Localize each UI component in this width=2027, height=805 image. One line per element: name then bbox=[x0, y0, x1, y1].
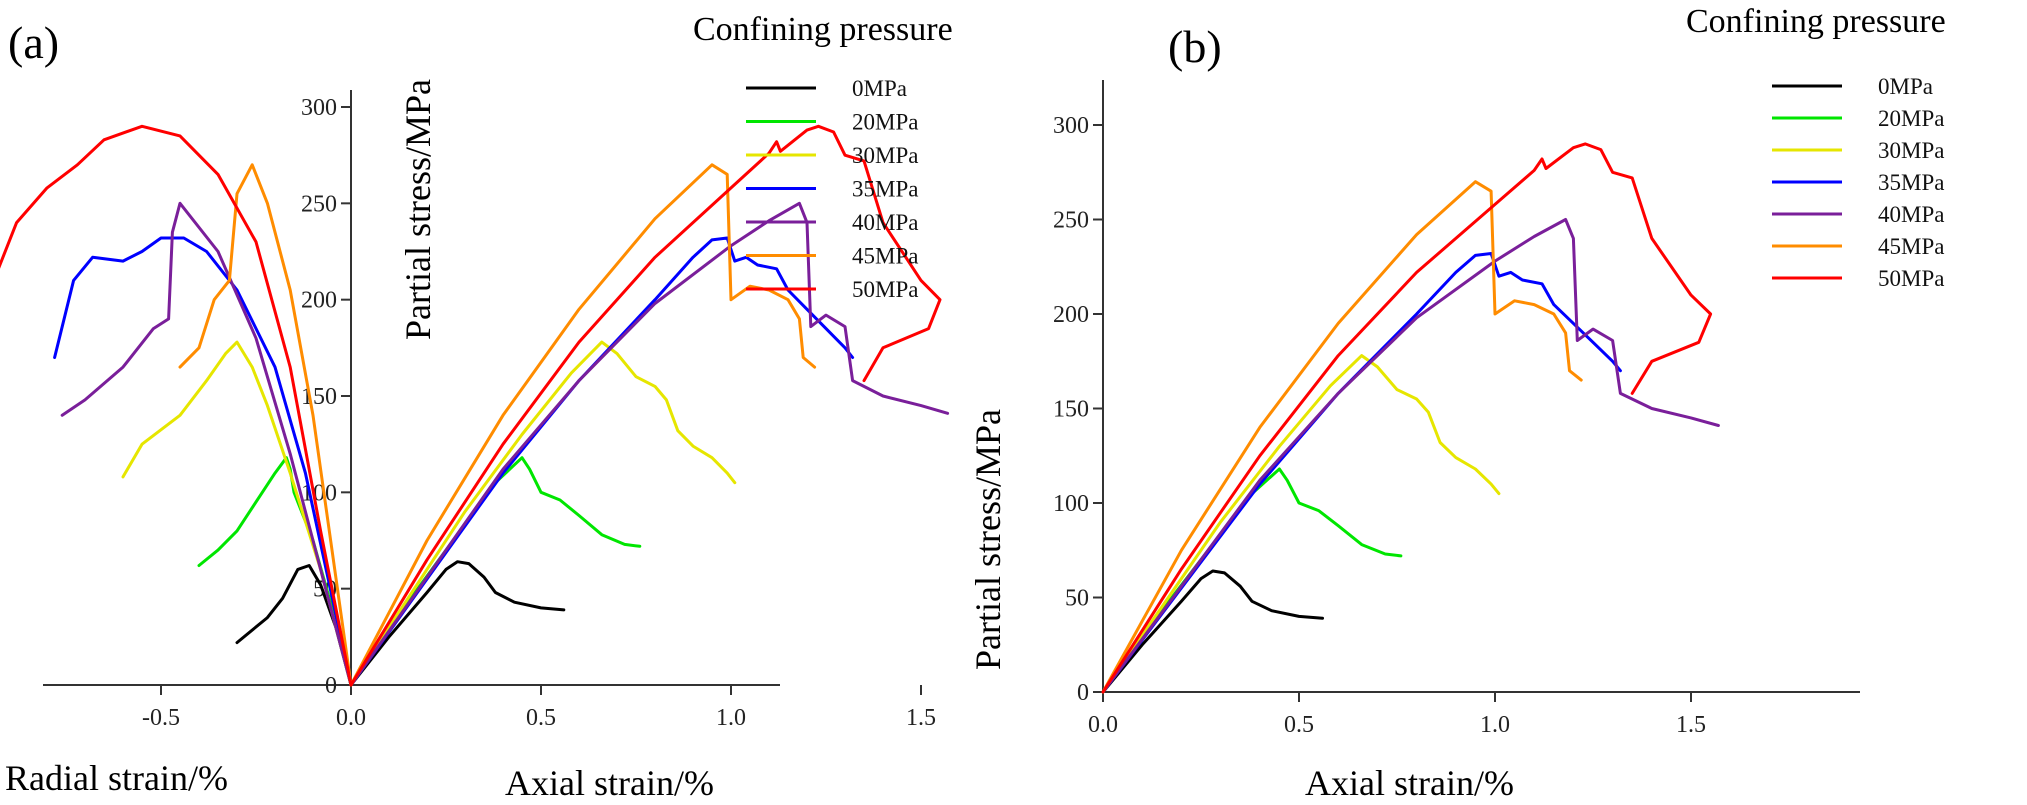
series-40mpa-axial-line-b bbox=[1101, 218, 1720, 694]
series-0mpa-axial-line bbox=[349, 560, 566, 687]
panel-a-x-tick-label: 0.0 bbox=[336, 705, 366, 731]
panel-b-y-tick-label: 300 bbox=[1053, 113, 1089, 139]
panel-b-x-title: Axial strain/% bbox=[1305, 763, 1514, 803]
panel-a-series bbox=[0, 124, 950, 687]
panel-b-x-ticks: 0.0 0.5 1.0 1.5 bbox=[1088, 692, 1706, 738]
panel-b-legend: 0MPa 20MPa 30MPa 35MPa 40MPa 45MPa 50MPa bbox=[1772, 74, 1944, 291]
panel-b-y-tick-label: 150 bbox=[1053, 397, 1089, 423]
panel-a-y-tick-label: 0 bbox=[325, 673, 337, 699]
series-50mpa-axial-line bbox=[349, 124, 942, 687]
panel-a-axial-axis-title: Axial strain/% bbox=[505, 763, 714, 803]
panel-a-x-ticks: -1.0-0.50.00.51.01.5 bbox=[142, 685, 936, 731]
panel-b-x-tick-label: 1.0 bbox=[1480, 712, 1510, 738]
panel-a-legend-label-30mpa: 30MPa bbox=[852, 143, 918, 168]
panel-b-y-tick-label: 250 bbox=[1053, 208, 1089, 234]
panel-a-y-tick-label: 250 bbox=[301, 191, 337, 217]
panel-a-x-tick-label: -0.5 bbox=[142, 705, 180, 731]
panel-a-label: (a) bbox=[8, 17, 59, 68]
panel-b-y-title: Partial stress/MPa bbox=[968, 409, 1008, 670]
panel-b-label: (b) bbox=[1168, 21, 1222, 72]
panel-b-y-tick-label: 0 bbox=[1077, 680, 1089, 706]
panel-b-legend-label-20mpa: 20MPa bbox=[1878, 106, 1944, 131]
series-50mpa-axial-line-b bbox=[1101, 142, 1713, 694]
panel-a-x-tick-label: 1.5 bbox=[906, 705, 936, 731]
panel-a-legend-label-50mpa: 50MPa bbox=[852, 277, 918, 302]
panel-b-legend-label-50mpa: 50MPa bbox=[1878, 266, 1944, 291]
panel-a-y-tick-label: 300 bbox=[301, 95, 337, 121]
panel-a-x-tick-label: 1.0 bbox=[716, 705, 746, 731]
panel-b-chart: (b) Confining pressure 0.0 0.5 1.0 1.5 0 50 1… bbox=[968, 3, 1946, 803]
panel-a-legend: 0MPa 20MPa 30MPa 35MPa 40MPa 45MPa 50MPa bbox=[746, 76, 918, 302]
series-30mpa-radial-line bbox=[121, 340, 353, 687]
panel-b-y-tick-label: 200 bbox=[1053, 302, 1089, 328]
panel-b-legend-label-40mpa: 40MPa bbox=[1878, 202, 1944, 227]
series-0mpa-axial-line-b bbox=[1101, 569, 1324, 694]
panel-a-legend-label-0mpa: 0MPa bbox=[852, 76, 907, 101]
panel-a-legend-label-20mpa: 20MPa bbox=[852, 110, 918, 135]
panel-a-legend-title: Confining pressure bbox=[693, 11, 953, 48]
series-35mpa-axial-line-b bbox=[1101, 252, 1622, 694]
series-45mpa-radial-line bbox=[178, 163, 353, 687]
series-40mpa-axial-line bbox=[349, 201, 950, 687]
series-30mpa-axial-line-b bbox=[1101, 354, 1501, 694]
panel-b-legend-label-0mpa: 0MPa bbox=[1878, 74, 1933, 99]
panel-a-chart: (a) Confining pressure -1.0-0.50.00.51.0… bbox=[0, 11, 953, 803]
panel-b-x-tick-label: 1.5 bbox=[1676, 712, 1706, 738]
series-45mpa-axial-line bbox=[349, 163, 817, 687]
panel-b-x-tick-label: 0.5 bbox=[1284, 712, 1314, 738]
panel-a-legend-label-35mpa: 35MPa bbox=[852, 177, 918, 202]
panel-a-x-tick-label: 0.5 bbox=[526, 705, 556, 731]
series-50mpa-radial-line bbox=[0, 124, 353, 687]
panel-a-y-tick-label: 200 bbox=[301, 288, 337, 314]
panel-a-y-tick-label: 150 bbox=[301, 384, 337, 410]
panel-b-legend-title: Confining pressure bbox=[1686, 3, 1946, 40]
panel-b-legend-label-30mpa: 30MPa bbox=[1878, 138, 1944, 163]
series-40mpa-radial-line bbox=[60, 201, 353, 687]
series-30mpa-axial-line bbox=[349, 340, 737, 687]
panel-a-radial-axis-title: Radial strain/% bbox=[5, 758, 228, 798]
panel-b-legend-label-45mpa: 45MPa bbox=[1878, 234, 1944, 259]
panel-b-y-tick-label: 100 bbox=[1053, 491, 1089, 517]
panel-b-legend-label-35mpa: 35MPa bbox=[1878, 170, 1944, 195]
series-45mpa-axial-line-b bbox=[1101, 180, 1583, 694]
series-20mpa-axial-line-b bbox=[1101, 467, 1403, 694]
panel-a-legend-label-45mpa: 45MPa bbox=[852, 244, 918, 269]
panel-b-y-ticks: 0 50 100 150 200 250 300 bbox=[1053, 113, 1103, 706]
panel-a-y-title: Partial stress/MPa bbox=[398, 79, 438, 340]
series-35mpa-radial-line bbox=[53, 236, 353, 687]
panel-b-x-tick-label: 0.0 bbox=[1088, 712, 1118, 738]
series-20mpa-axial-line bbox=[349, 456, 642, 687]
panel-a-legend-label-40mpa: 40MPa bbox=[852, 210, 918, 235]
panel-b-series bbox=[1101, 142, 1720, 694]
panel-b-y-tick-label: 50 bbox=[1065, 586, 1089, 612]
